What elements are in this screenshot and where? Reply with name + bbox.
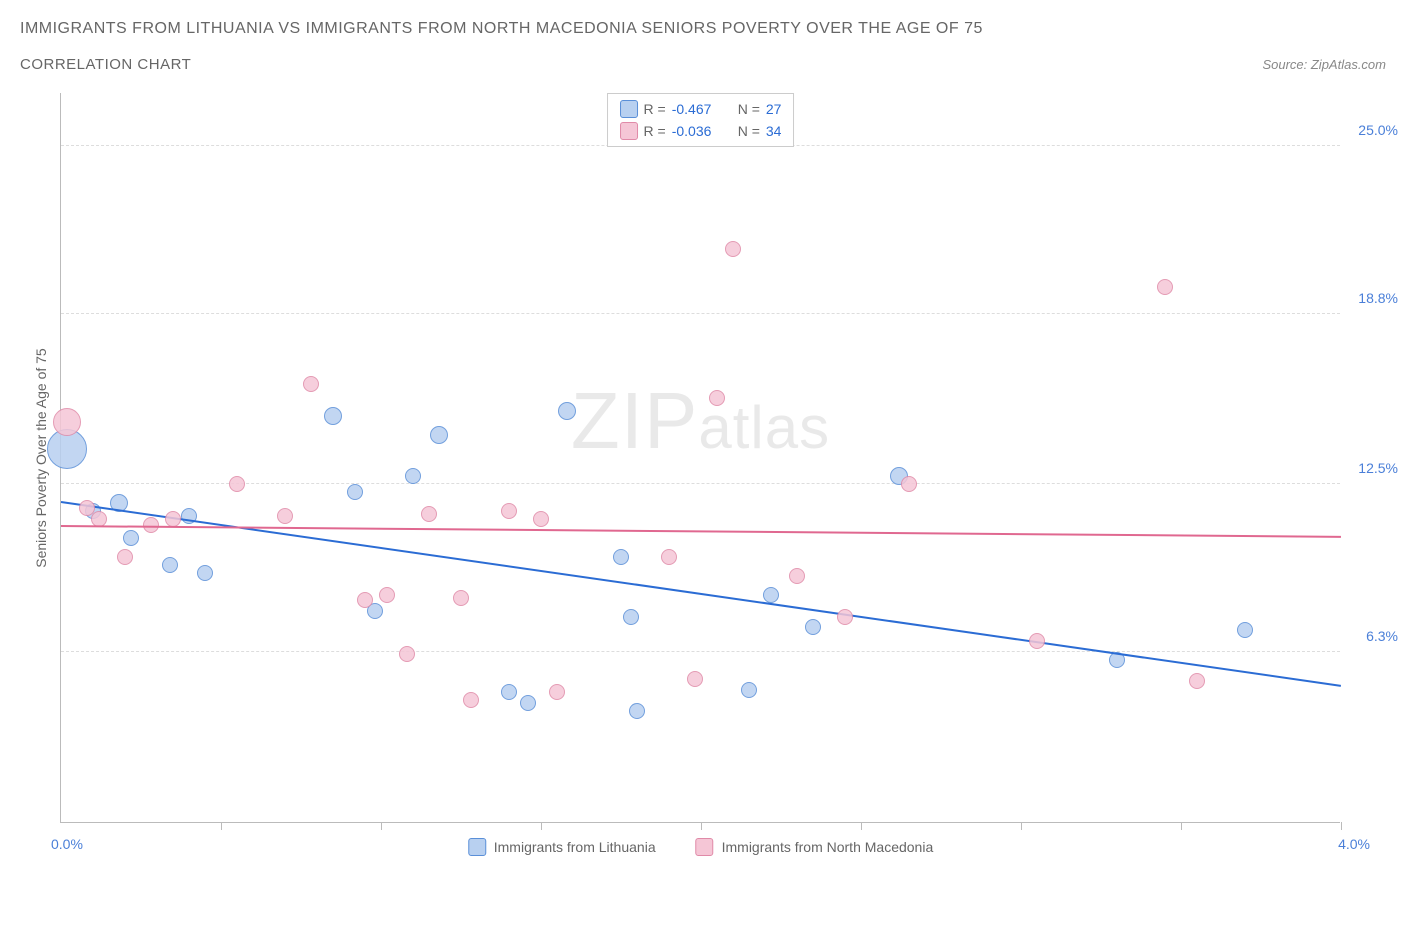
series-legend-item: Immigrants from Lithuania bbox=[468, 838, 656, 856]
source-text: Source: ZipAtlas.com bbox=[1262, 57, 1386, 72]
chart-title-main: IMMIGRANTS FROM LITHUANIA VS IMMIGRANTS … bbox=[20, 20, 1386, 38]
data-point bbox=[143, 517, 159, 533]
chart-title-sub: CORRELATION CHART bbox=[20, 56, 191, 73]
data-point bbox=[405, 468, 421, 484]
data-point bbox=[463, 692, 479, 708]
legend-swatch bbox=[468, 838, 486, 856]
data-point bbox=[501, 503, 517, 519]
title-row: CORRELATION CHART Source: ZipAtlas.com bbox=[20, 56, 1386, 73]
legend-r-value: -0.467 bbox=[672, 101, 724, 117]
data-point bbox=[558, 402, 576, 420]
correlation-legend-row: R = -0.467 N = 27 bbox=[620, 98, 782, 120]
data-point bbox=[533, 511, 549, 527]
legend-n-label: N = bbox=[738, 123, 760, 139]
source-prefix: Source: bbox=[1262, 57, 1310, 72]
plot-region: Seniors Poverty Over the Age of 75 ZIPat… bbox=[60, 93, 1340, 823]
data-point bbox=[687, 671, 703, 687]
x-tick bbox=[1021, 822, 1022, 830]
data-point bbox=[229, 476, 245, 492]
data-point bbox=[789, 568, 805, 584]
data-point bbox=[197, 565, 213, 581]
legend-r-label: R = bbox=[644, 101, 666, 117]
legend-n-value: 34 bbox=[766, 123, 782, 139]
series-name: Immigrants from Lithuania bbox=[494, 839, 656, 855]
data-point bbox=[837, 609, 853, 625]
legend-swatch bbox=[620, 100, 638, 118]
data-point bbox=[520, 695, 536, 711]
x-tick bbox=[701, 822, 702, 830]
y-tick-label: 6.3% bbox=[1366, 628, 1398, 644]
legend-n-label: N = bbox=[738, 101, 760, 117]
chart-area: Seniors Poverty Over the Age of 75 ZIPat… bbox=[20, 83, 1386, 873]
data-point bbox=[1157, 279, 1173, 295]
data-point bbox=[901, 476, 917, 492]
data-point bbox=[1189, 673, 1205, 689]
y-tick-label: 25.0% bbox=[1358, 122, 1398, 138]
x-tick bbox=[221, 822, 222, 830]
data-point bbox=[303, 376, 319, 392]
series-name: Immigrants from North Macedonia bbox=[722, 839, 934, 855]
y-tick-label: 12.5% bbox=[1358, 460, 1398, 476]
data-point bbox=[430, 426, 448, 444]
data-point bbox=[613, 549, 629, 565]
gridline bbox=[61, 483, 1340, 484]
x-tick bbox=[381, 822, 382, 830]
data-point bbox=[123, 530, 139, 546]
data-point bbox=[162, 557, 178, 573]
y-tick-label: 18.8% bbox=[1358, 290, 1398, 306]
legend-r-label: R = bbox=[644, 123, 666, 139]
data-point bbox=[165, 511, 181, 527]
data-point bbox=[763, 587, 779, 603]
trend-line bbox=[61, 525, 1341, 538]
data-point bbox=[549, 684, 565, 700]
y-axis-title: Seniors Poverty Over the Age of 75 bbox=[33, 348, 49, 567]
watermark: ZIPatlas bbox=[571, 375, 830, 467]
legend-n-value: 27 bbox=[766, 101, 782, 117]
data-point bbox=[805, 619, 821, 635]
data-point bbox=[1029, 633, 1045, 649]
data-point bbox=[379, 587, 395, 603]
x-tick bbox=[1181, 822, 1182, 830]
legend-r-value: -0.036 bbox=[672, 123, 724, 139]
source-name: ZipAtlas.com bbox=[1311, 57, 1386, 72]
legend-swatch bbox=[620, 122, 638, 140]
x-tick bbox=[541, 822, 542, 830]
data-point bbox=[623, 609, 639, 625]
data-point bbox=[324, 407, 342, 425]
gridline bbox=[61, 313, 1340, 314]
x-tick bbox=[861, 822, 862, 830]
data-point bbox=[453, 590, 469, 606]
data-point bbox=[629, 703, 645, 719]
data-point bbox=[399, 646, 415, 662]
x-label-left: 0.0% bbox=[51, 836, 83, 852]
series-legend-item: Immigrants from North Macedonia bbox=[696, 838, 934, 856]
x-tick bbox=[1341, 822, 1342, 830]
legend-swatch bbox=[696, 838, 714, 856]
x-label-right: 4.0% bbox=[1338, 836, 1370, 852]
series-legend: Immigrants from Lithuania Immigrants from… bbox=[468, 838, 933, 856]
data-point bbox=[347, 484, 363, 500]
data-point bbox=[661, 549, 677, 565]
correlation-legend-row: R = -0.036 N = 34 bbox=[620, 120, 782, 142]
data-point bbox=[501, 684, 517, 700]
data-point bbox=[421, 506, 437, 522]
data-point bbox=[277, 508, 293, 524]
data-point bbox=[357, 592, 373, 608]
chart-container: IMMIGRANTS FROM LITHUANIA VS IMMIGRANTS … bbox=[20, 20, 1386, 910]
data-point bbox=[709, 390, 725, 406]
data-point bbox=[117, 549, 133, 565]
correlation-legend: R = -0.467 N = 27 R = -0.036 N = 34 bbox=[607, 93, 795, 147]
data-point bbox=[1237, 622, 1253, 638]
data-point bbox=[53, 408, 81, 436]
trend-line bbox=[61, 501, 1341, 687]
data-point bbox=[725, 241, 741, 257]
data-point bbox=[741, 682, 757, 698]
gridline bbox=[61, 651, 1340, 652]
